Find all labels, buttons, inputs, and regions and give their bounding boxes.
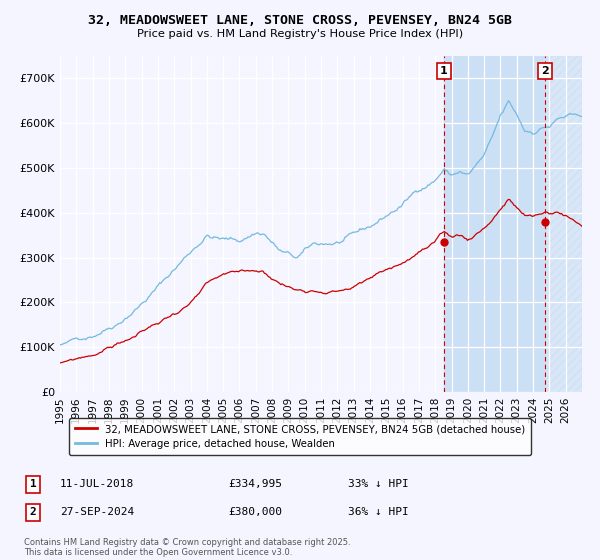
Text: 2: 2: [29, 507, 37, 517]
Text: Contains HM Land Registry data © Crown copyright and database right 2025.
This d: Contains HM Land Registry data © Crown c…: [24, 538, 350, 557]
Text: 27-SEP-2024: 27-SEP-2024: [60, 507, 134, 517]
Text: £334,995: £334,995: [228, 479, 282, 489]
Bar: [444, 56, 545, 392]
Text: 1: 1: [29, 479, 37, 489]
Text: 36% ↓ HPI: 36% ↓ HPI: [348, 507, 409, 517]
Text: 33% ↓ HPI: 33% ↓ HPI: [348, 479, 409, 489]
Text: 11-JUL-2018: 11-JUL-2018: [60, 479, 134, 489]
Text: £380,000: £380,000: [228, 507, 282, 517]
Text: 1: 1: [440, 66, 448, 76]
Text: 32, MEADOWSWEET LANE, STONE CROSS, PEVENSEY, BN24 5GB: 32, MEADOWSWEET LANE, STONE CROSS, PEVEN…: [88, 14, 512, 27]
Bar: [545, 56, 582, 392]
Legend: 32, MEADOWSWEET LANE, STONE CROSS, PEVENSEY, BN24 5GB (detached house), HPI: Ave: 32, MEADOWSWEET LANE, STONE CROSS, PEVEN…: [68, 418, 532, 455]
Text: Price paid vs. HM Land Registry's House Price Index (HPI): Price paid vs. HM Land Registry's House …: [137, 29, 463, 39]
Text: 2: 2: [541, 66, 549, 76]
